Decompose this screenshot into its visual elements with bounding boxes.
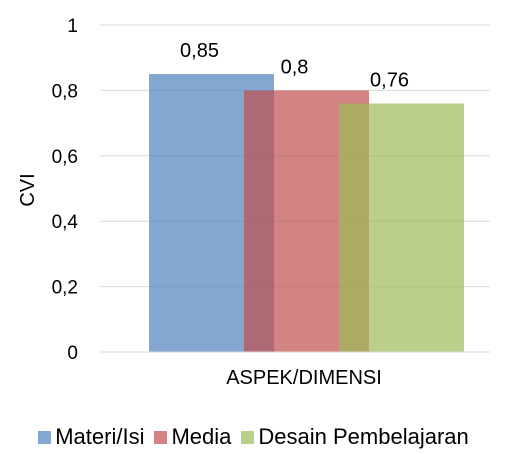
y-axis-title: CVI bbox=[17, 173, 39, 206]
legend-item: Materi/Isi bbox=[38, 424, 144, 450]
bars bbox=[149, 74, 464, 353]
y-tick-label: 0,6 bbox=[52, 147, 78, 168]
y-tick-label: 0,8 bbox=[52, 81, 78, 102]
legend-label: Media bbox=[171, 424, 232, 449]
legend-swatch bbox=[154, 430, 168, 444]
legend-item: Desain Pembelajaran bbox=[241, 424, 469, 450]
legend-label: Desain Pembelajaran bbox=[258, 424, 469, 449]
data-label: 0,76 bbox=[370, 69, 409, 91]
y-tick-label: 0,4 bbox=[52, 212, 79, 233]
y-tick-label: 0,2 bbox=[52, 278, 78, 299]
y-tick-label: 1 bbox=[67, 16, 78, 37]
y-axis-ticks: 0 0,2 0,4 0,6 0,8 1 bbox=[52, 16, 79, 364]
legend-swatch bbox=[241, 430, 255, 444]
x-category-label: ASPEK/DIMENSI bbox=[226, 367, 382, 389]
legend-swatch bbox=[38, 430, 52, 444]
data-labels: 0,85 0,8 0,76 bbox=[180, 40, 409, 91]
data-label: 0,8 bbox=[281, 56, 309, 78]
legend-item: Media bbox=[154, 424, 231, 450]
y-tick-label: 0 bbox=[67, 343, 78, 364]
bar-desain-pembelajaran bbox=[339, 103, 464, 352]
legend-label: Materi/Isi bbox=[55, 424, 145, 449]
legend: Materi/Isi Media Desain Pembelajaran bbox=[0, 424, 507, 450]
data-label: 0,85 bbox=[180, 40, 219, 62]
bar-chart: 0 0,2 0,4 0,6 0,8 1 0,85 0,8 0,76 ASPEK/DIMENSI… bbox=[17, 16, 490, 389]
